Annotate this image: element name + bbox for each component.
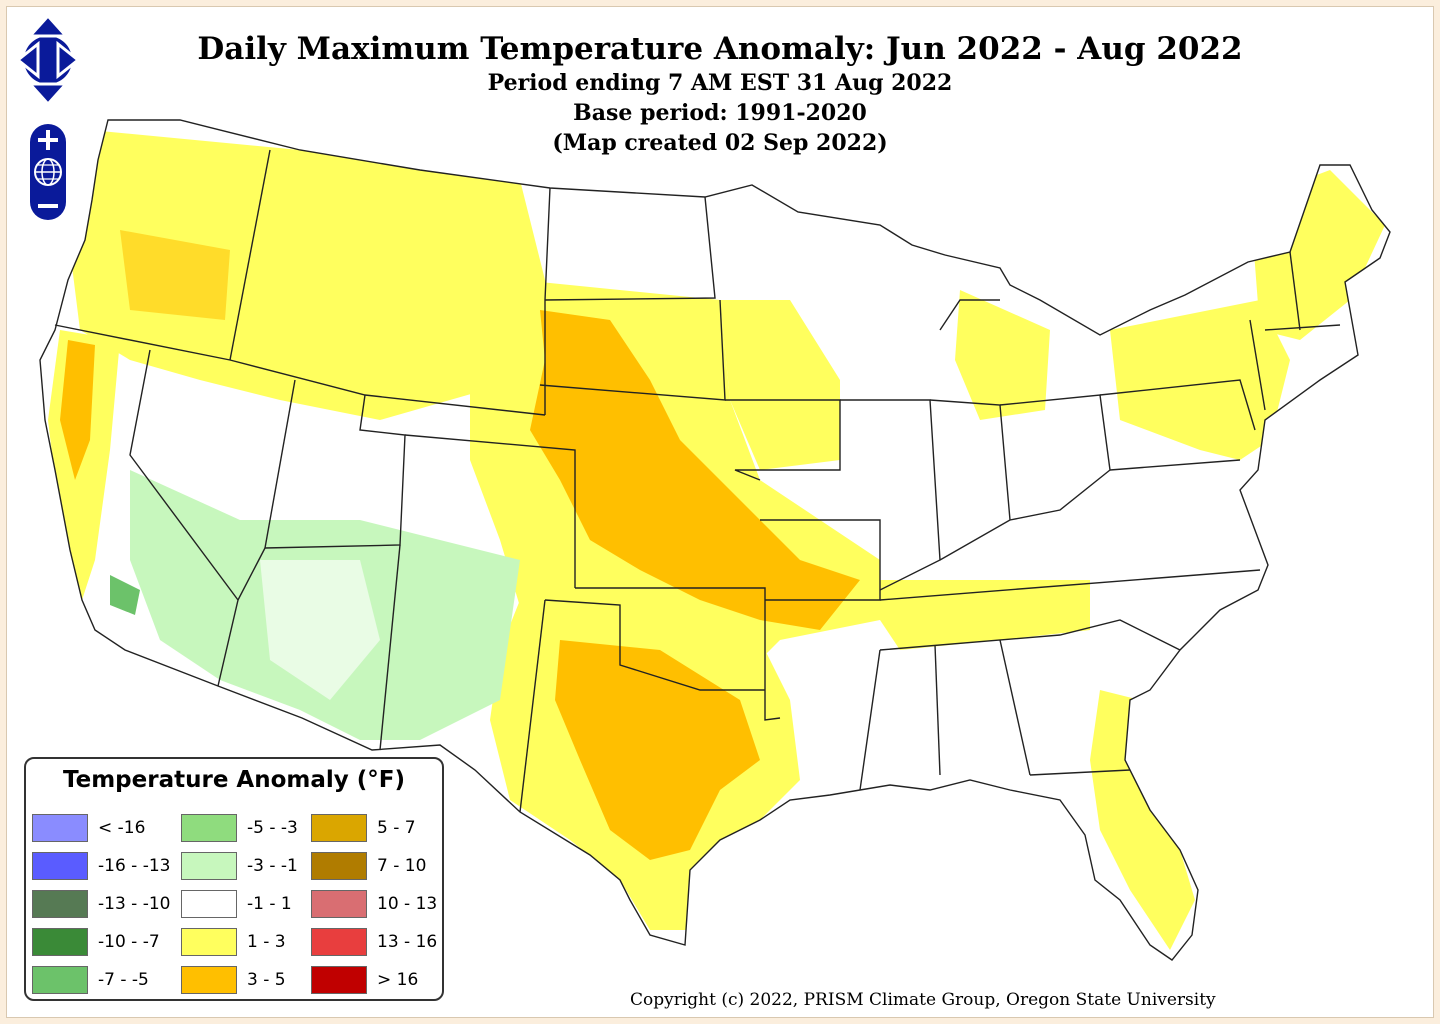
legend-item: -5 - -3 xyxy=(181,813,298,843)
period-line: Period ending 7 AM EST 31 Aug 2022 xyxy=(487,70,953,96)
legend-item: > 16 xyxy=(311,965,418,995)
legend-swatch xyxy=(311,966,367,994)
legend-item: 5 - 7 xyxy=(311,813,416,843)
legend-swatch xyxy=(32,814,88,842)
legend-label: -13 - -10 xyxy=(98,894,171,914)
legend-swatch xyxy=(181,966,237,994)
globe-icon[interactable] xyxy=(34,158,62,186)
pan-control[interactable] xyxy=(14,14,82,106)
legend-swatch xyxy=(181,814,237,842)
hot-anomaly-central-plains xyxy=(530,310,860,630)
legend-label: -3 - -1 xyxy=(247,856,298,876)
legend-label: -16 - -13 xyxy=(98,856,171,876)
map-title: Daily Maximum Temperature Anomaly: Jun 2… xyxy=(197,31,1243,67)
legend-swatch xyxy=(311,928,367,956)
state-boundaries xyxy=(39,119,1391,961)
legend-item: -7 - -5 xyxy=(32,965,149,995)
legend-label: 5 - 7 xyxy=(377,818,416,838)
legend-item: -10 - -7 xyxy=(32,927,160,957)
legend-swatch xyxy=(32,890,88,918)
us-outline xyxy=(39,119,1391,961)
base-period-line: Base period: 1991-2020 xyxy=(573,100,867,126)
legend-swatch xyxy=(32,966,88,994)
legend-item: -1 - 1 xyxy=(181,889,292,919)
warm-anomaly-upper-midwest xyxy=(720,300,840,470)
legend-swatch xyxy=(311,852,367,880)
legend-swatch xyxy=(311,890,367,918)
copyright-notice: Copyright (c) 2022, PRISM Climate Group,… xyxy=(630,990,1216,1010)
cool-anomaly-socal xyxy=(110,575,140,615)
hot-anomaly-oregon xyxy=(120,230,230,320)
zoom-control[interactable] xyxy=(30,124,66,220)
legend-label: > 16 xyxy=(377,970,419,990)
warm-anomaly-mid-atlantic xyxy=(1110,300,1290,460)
legend-label: -5 - -3 xyxy=(247,818,298,838)
pan-left-icon[interactable] xyxy=(15,40,40,80)
legend-item: 13 - 16 xyxy=(311,927,437,957)
legend-label: 13 - 16 xyxy=(377,932,438,952)
zoom-in-icon[interactable] xyxy=(38,130,58,150)
warm-anomaly-florida xyxy=(1090,690,1195,950)
legend-label: < -16 xyxy=(98,818,146,838)
legend: Temperature Anomaly (°F) < -16 -16 - -13 -… xyxy=(24,757,444,1001)
hot-anomaly-california xyxy=(60,340,95,480)
legend-item: 3 - 5 xyxy=(181,965,286,995)
warm-anomaly-michigan xyxy=(955,290,1050,420)
legend-swatch xyxy=(181,852,237,880)
legend-item: 7 - 10 xyxy=(311,851,426,881)
legend-title: Temperature Anomaly (°F) xyxy=(62,767,406,793)
legend-label: 3 - 5 xyxy=(247,970,286,990)
map-created-line: (Map created 02 Sep 2022) xyxy=(552,130,888,156)
legend-swatch xyxy=(181,928,237,956)
legend-label: -7 - -5 xyxy=(98,970,149,990)
legend-swatch xyxy=(181,890,237,918)
pan-down-icon[interactable] xyxy=(26,82,70,106)
legend-item: -3 - -1 xyxy=(181,851,298,881)
legend-swatch xyxy=(32,928,88,956)
pan-right-icon[interactable] xyxy=(56,40,81,80)
legend-label: 10 - 13 xyxy=(377,894,438,914)
hot-anomaly-texas xyxy=(555,640,760,860)
legend-label: 1 - 3 xyxy=(247,932,286,952)
legend-item: 10 - 13 xyxy=(311,889,437,919)
legend-label: 7 - 10 xyxy=(377,856,427,876)
neutral-anomaly-arizona xyxy=(260,560,380,700)
legend-item: -13 - -10 xyxy=(32,889,170,919)
legend-label: -10 - -7 xyxy=(98,932,160,952)
legend-item: -16 - -13 xyxy=(32,851,170,881)
warm-anomaly-northwest xyxy=(70,130,550,420)
legend-item: 1 - 3 xyxy=(181,927,286,957)
map-title-block: Daily Maximum Temperature Anomaly: Jun 2… xyxy=(0,30,1440,158)
legend-swatch xyxy=(311,814,367,842)
pan-up-icon[interactable] xyxy=(26,14,70,38)
legend-label: -1 - 1 xyxy=(247,894,292,914)
legend-item: < -16 xyxy=(32,813,145,843)
zoom-out-icon[interactable] xyxy=(38,204,58,208)
warm-anomaly-tennessee xyxy=(880,580,1090,650)
legend-swatch xyxy=(32,852,88,880)
